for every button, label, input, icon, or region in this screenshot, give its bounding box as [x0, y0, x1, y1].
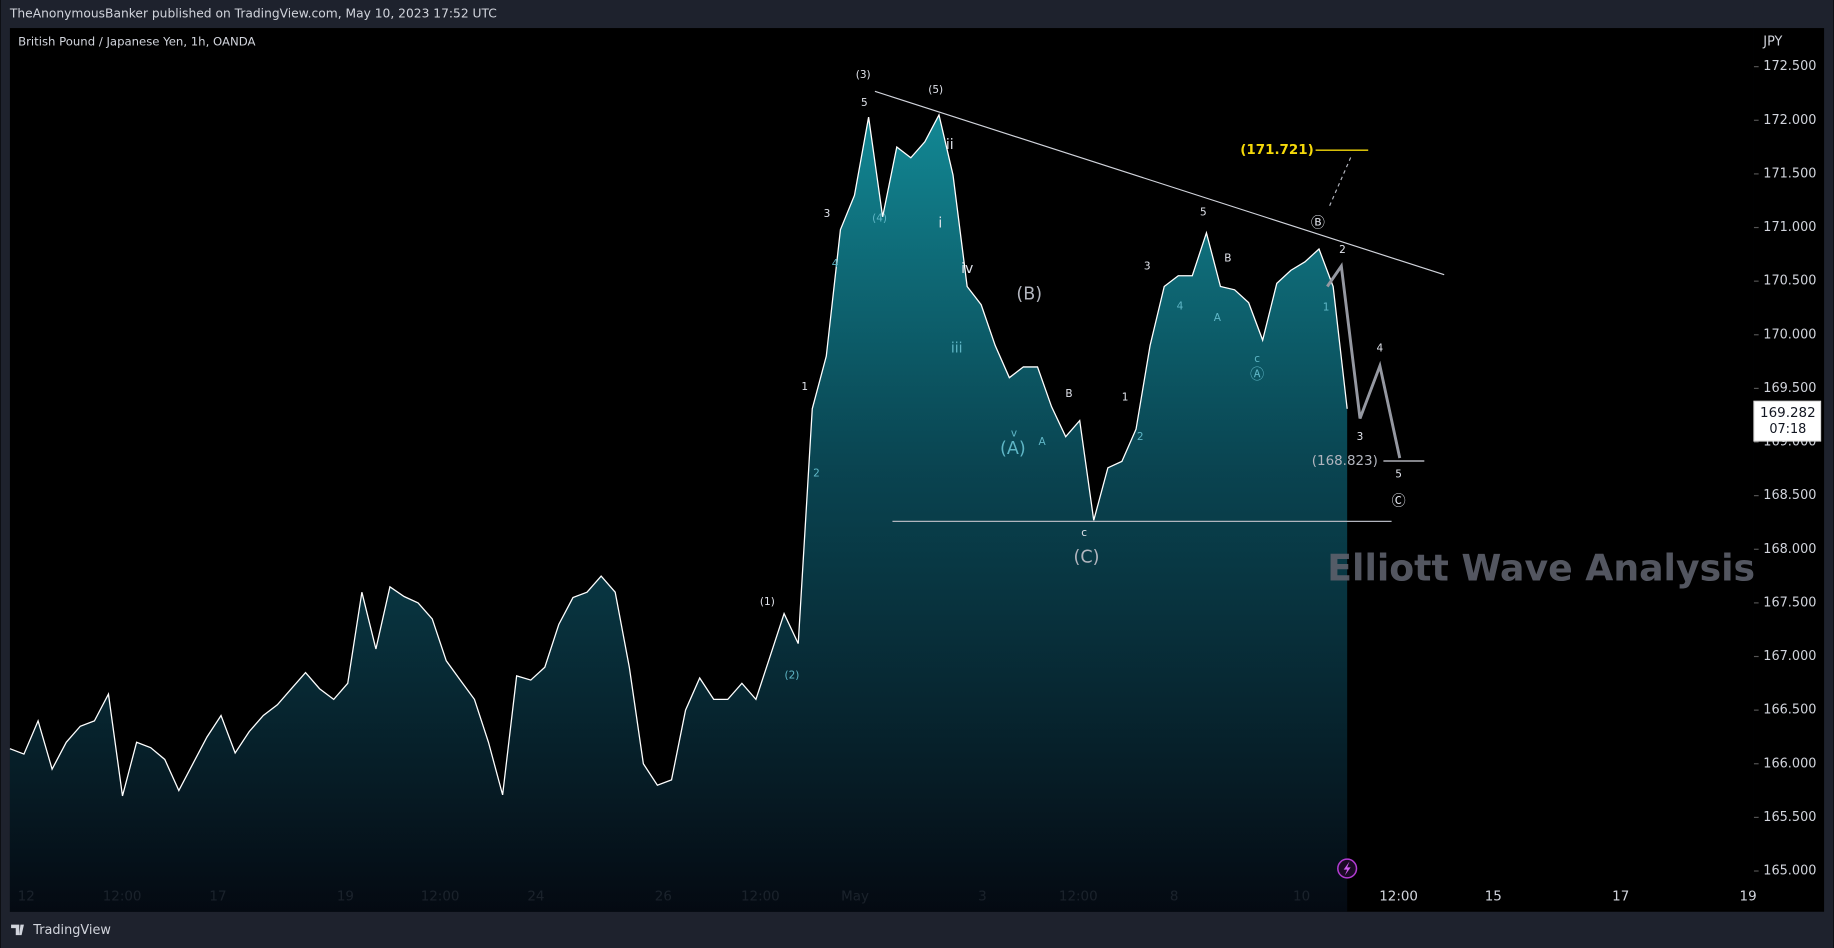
wave-label: 3: [1144, 261, 1151, 273]
wave-label: (1): [760, 596, 775, 608]
y-tick-label: 170.500: [1763, 274, 1816, 289]
y-tick-label: 168.500: [1763, 488, 1816, 503]
last-price-box: [1753, 400, 1822, 442]
wave-label: iv: [961, 261, 973, 277]
publisher: TheAnonymousBanker published on TradingV…: [9, 7, 497, 21]
symbol-title: British Pound / Japanese Yen, 1h, OANDA: [18, 35, 255, 49]
watermark: Elliott Wave Analysis: [1327, 546, 1755, 589]
wave-label: 4: [1177, 300, 1184, 312]
wave-label: (C): [1074, 548, 1100, 568]
wave-label: 5: [1200, 207, 1207, 219]
wave-label: c: [1254, 353, 1260, 365]
wave-label: (5): [928, 84, 943, 96]
wave-label: 5: [1395, 469, 1402, 481]
wave-label: (4): [872, 213, 887, 225]
wave-label: A: [1038, 436, 1046, 448]
y-tick-label: 166.000: [1763, 756, 1816, 771]
wave-label: 1: [1122, 391, 1129, 403]
wave-label: Ⓐ: [1250, 367, 1264, 383]
wave-label: ii: [946, 137, 954, 153]
y-tick-label: 165.500: [1763, 810, 1816, 825]
y-tick-label: 167.500: [1763, 595, 1816, 610]
wave-label: (A): [1000, 439, 1026, 459]
wave-label: v: [1011, 428, 1017, 440]
wave-label: Ⓒ: [1392, 493, 1406, 509]
wave-label: B: [1065, 388, 1072, 400]
x-tick-label: 12:00: [1379, 890, 1418, 905]
y-tick-label: 172.500: [1763, 59, 1816, 74]
y-tick-label: 168.000: [1763, 542, 1816, 557]
wave-label: 2: [813, 467, 820, 479]
wave-label: Ⓑ: [1311, 215, 1325, 231]
y-tick-label: 171.500: [1763, 166, 1816, 181]
wave-label: i: [938, 215, 942, 231]
wave-label: 1: [1323, 301, 1330, 313]
y-tick-label: 165.000: [1763, 864, 1816, 879]
wave-label: 3: [1357, 431, 1364, 443]
currency: JPY: [1762, 35, 1782, 50]
x-tick-label: 17: [1612, 890, 1629, 905]
y-tick-label: 166.500: [1763, 703, 1816, 718]
tv-logo: [11, 924, 24, 936]
y-tick-label: 170.000: [1763, 327, 1816, 342]
target-arrow: [1329, 154, 1353, 206]
event-bolt: [1343, 861, 1351, 876]
wave-label: 3: [824, 208, 831, 220]
projection: [1326, 262, 1402, 459]
wave-label: 2: [1137, 431, 1144, 443]
countdown: 07:18: [1769, 422, 1806, 437]
wave-label: B: [1224, 252, 1231, 264]
wave-label: 2: [1339, 244, 1346, 256]
wave-label: iii: [951, 340, 963, 356]
wave-label: 4: [832, 258, 839, 270]
target-label: (171.721): [1240, 143, 1314, 158]
wave-label: 5: [861, 97, 868, 109]
wave-label: (B): [1016, 285, 1042, 305]
price-line: [9, 113, 1348, 797]
wave-label: (2): [784, 670, 799, 682]
y-tick-label: 171.000: [1763, 220, 1816, 235]
x-tick-label: 19: [1740, 890, 1757, 905]
last-price-label: 169.282: [1760, 406, 1816, 421]
area-fill: [9, 114, 1348, 912]
price-axis: [1753, 28, 1825, 912]
brand: TradingView: [32, 923, 111, 938]
y-tick-label: 172.000: [1763, 113, 1816, 128]
low-label: (168.823): [1312, 454, 1378, 469]
wave-label: (3): [856, 69, 871, 81]
y-tick-label: 169.500: [1763, 381, 1816, 396]
trendline: [874, 90, 1445, 276]
wave-label: 1: [801, 381, 808, 393]
wave-label: 4: [1377, 342, 1384, 354]
wave-label: c: [1081, 527, 1087, 539]
wave-label: A: [1214, 312, 1222, 324]
x-tick-label: 15: [1485, 890, 1502, 905]
y-tick-label: 167.000: [1763, 649, 1816, 664]
